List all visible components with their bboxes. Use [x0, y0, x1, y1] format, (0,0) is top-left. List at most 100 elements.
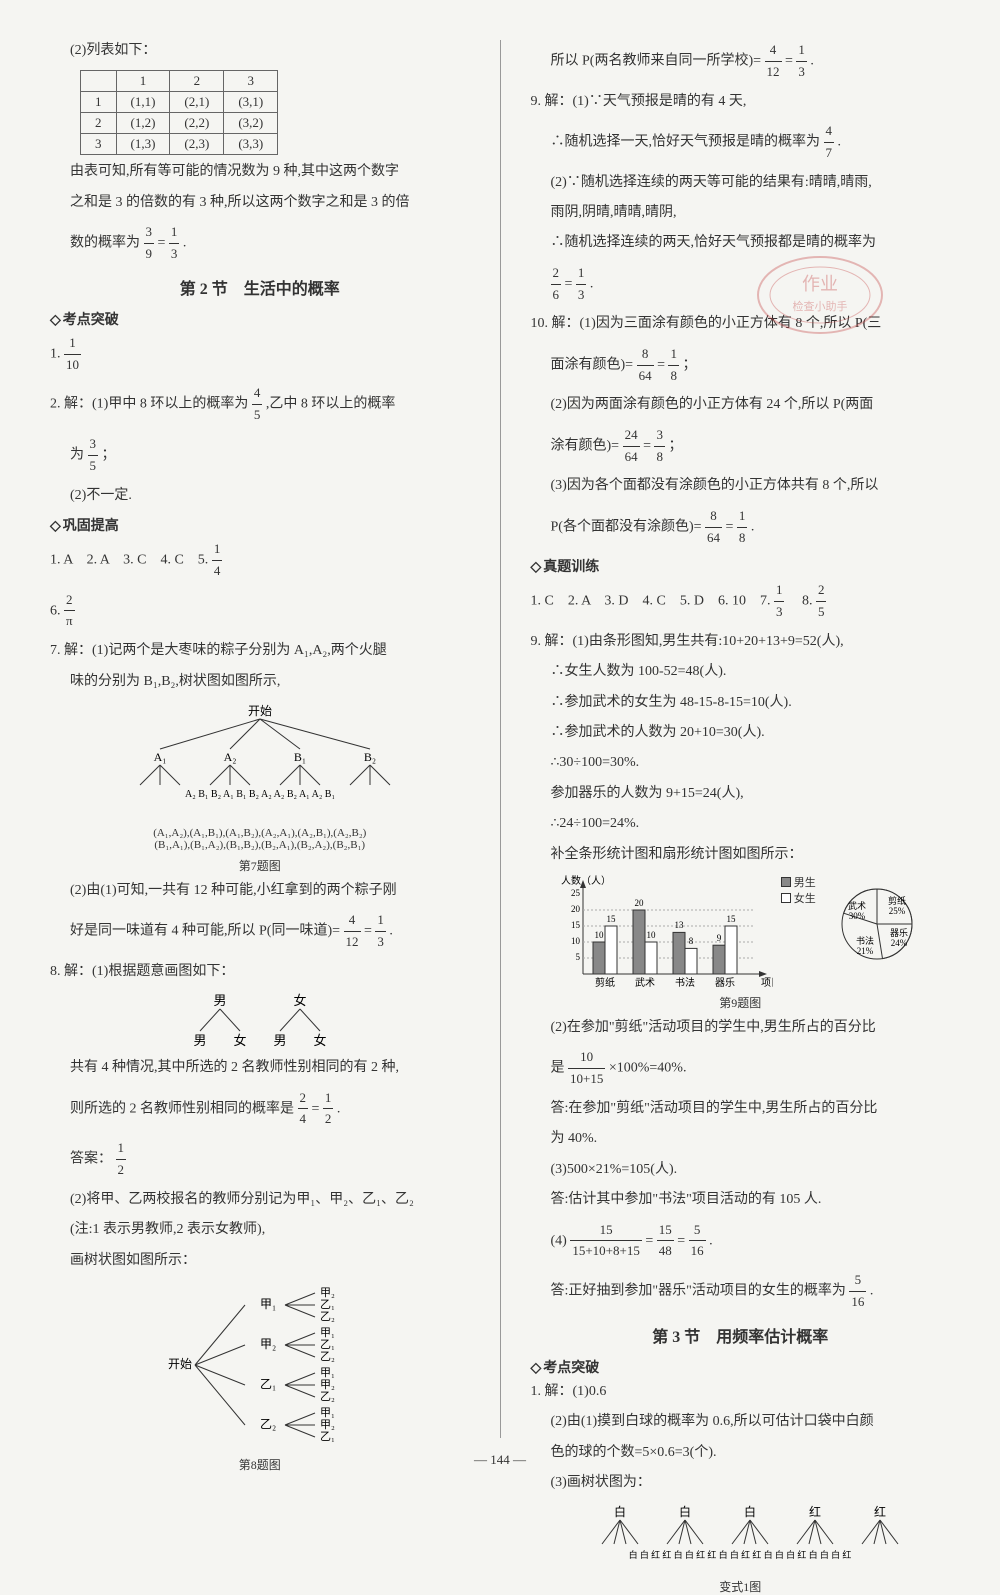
text: = [657, 357, 668, 372]
right-column: 所以 P(两名教师来自同一所学校)= 412 = 13 . 9. 解：(1)∵天… [531, 40, 951, 1438]
svg-text:9: 9 [717, 933, 722, 943]
subsection-kdtp2: 考点突破 [531, 1357, 951, 1377]
subsection-ztxl: 真题训练 [531, 556, 951, 576]
text: (3)因为各个面都没有涂颜色的小正方体共有 8 个,所以 [531, 475, 951, 497]
text: 男生 [794, 874, 816, 890]
text: 好是同一味道有 4 种可能,所以 P(同一味道)= [70, 924, 340, 939]
text: 补全条形统计图和扇形统计图如图所示： [531, 844, 951, 866]
text: (3)500×21%=105(人). [531, 1159, 951, 1181]
text: . [709, 1233, 713, 1248]
svg-text:5: 5 [576, 952, 581, 962]
svg-text:男: 男 [193, 1033, 206, 1048]
text: (2)因为两面涂有颜色的小正方体有 24 个,所以 P(两面 [531, 394, 951, 416]
page-number: — 144 — [474, 1452, 526, 1468]
text: (4) [551, 1233, 567, 1248]
text: 答:正好抽到参加"器乐"活动项目的女生的概率为 516 . [531, 1270, 951, 1313]
text: = [158, 236, 169, 251]
svg-text:武术: 武术 [848, 900, 866, 911]
fraction: 13 [796, 40, 807, 83]
svg-text:24%: 24% [891, 938, 908, 948]
text: 为 [70, 447, 84, 462]
text: = [677, 1233, 688, 1248]
tree-diagram-8a: 男 女 男 女 男 女 [160, 991, 360, 1051]
text: ∴随机选择一天,恰好天气预报是晴的概率为 47 . [531, 121, 951, 164]
svg-text:20: 20 [635, 898, 645, 908]
fraction: 18 [668, 344, 679, 387]
fraction: 24 [298, 1088, 309, 1131]
text: 答:在参加"剪纸"活动项目的学生中,男生所占的百分比 [531, 1098, 951, 1120]
svg-text:项目: 项目 [761, 977, 773, 989]
cell: (1,1) [116, 92, 170, 113]
fraction: 13 [576, 263, 587, 306]
svg-text:20: 20 [571, 904, 581, 914]
svg-text:红: 红 [874, 1504, 886, 1519]
text: 是 [551, 1061, 565, 1076]
fraction: 516 [689, 1220, 706, 1263]
svg-text:器乐: 器乐 [890, 927, 908, 938]
fraction: 25 [816, 580, 827, 623]
text: 2. 解：(1)甲中 8 环以上的概率为 [50, 397, 248, 412]
svg-text:甲₂: 甲₂ [320, 1419, 335, 1431]
svg-text:10: 10 [595, 930, 605, 940]
cell: (1,2) [116, 113, 170, 134]
text: P(各个面都没有涂颜色)= 864 = 18 . [531, 506, 951, 549]
svg-text:白: 白 [744, 1504, 756, 1519]
cell: (1,3) [116, 134, 170, 155]
text: 涂有颜色)= [551, 438, 620, 453]
svg-text:A₂: A₂ [223, 750, 236, 764]
fraction: 47 [824, 121, 835, 164]
text: 9. 解：(1)∵天气预报是晴的有 4 天, [531, 91, 951, 113]
section-3-title: 第 3 节 用频率估计概率 [531, 1323, 951, 1347]
fraction: 13 [774, 580, 785, 623]
fraction: 45 [252, 383, 263, 426]
text: 是 1010+15 ×100%=40%. [531, 1047, 951, 1090]
section-2-title: 第 2 节 生活中的概率 [50, 275, 470, 299]
cell: (3,3) [224, 134, 278, 155]
fraction: 2464 [623, 425, 640, 468]
fraction: 12 [323, 1088, 334, 1131]
text: (2)∵随机选择连续的两天等可能的结果有:晴晴,晴雨, [531, 172, 951, 194]
column-divider [500, 40, 501, 1438]
text: 2. 解：(1)甲中 8 环以上的概率为 45 ,乙中 8 环以上的概率 [50, 383, 470, 426]
fraction: 110 [64, 333, 81, 376]
text: 6. 2π [50, 590, 470, 633]
text: ∴30÷100=30%. [531, 752, 951, 774]
text: . [838, 135, 842, 150]
text: = [726, 519, 737, 534]
text: 数的概率为 [70, 236, 140, 251]
text: 答:估计其中参加"书法"项目活动的有 105 人. [531, 1189, 951, 1211]
charts-container: 人数（人） 5 10 15 20 25 [531, 874, 951, 994]
fraction: 412 [344, 910, 361, 953]
svg-text:女: 女 [233, 1033, 246, 1048]
text: = [785, 54, 796, 69]
text: 8. 解：(1)根据题意画图如下： [50, 961, 470, 983]
svg-text:白: 白 [614, 1504, 626, 1519]
fraction: 1515+10+8+15 [570, 1220, 642, 1263]
svg-text:甲₂: 甲₂ [260, 1337, 276, 1351]
text: 1. [50, 346, 64, 361]
text: 答案： 12 [50, 1138, 470, 1181]
svg-text:武术: 武术 [635, 976, 655, 989]
svg-text:男: 男 [213, 993, 226, 1008]
fraction: 13 [169, 222, 180, 265]
svg-text:女: 女 [313, 1033, 326, 1048]
caption: 第7题图 [50, 857, 470, 874]
svg-text:15: 15 [607, 914, 617, 924]
text: (A₁,A₂),(A₁,B₁),(A₁,B₂),(A₂,A₁),(A₂,B₁),… [153, 827, 366, 839]
text: 1. C 2. A 3. D 4. C 5. D 6. 10 7. [531, 594, 774, 609]
text: 为 40%. [531, 1128, 951, 1150]
text: 答案： [70, 1152, 112, 1167]
cell [81, 71, 117, 92]
svg-text:13: 13 [675, 920, 685, 930]
svg-text:剪纸: 剪纸 [595, 976, 615, 989]
cell: (2,3) [170, 134, 224, 155]
fraction: 13 [375, 910, 386, 953]
left-column: (2)列表如下： 1 2 3 1 (1,1) (2,1) (3,1) 2 (1,… [50, 40, 470, 1438]
svg-text:25%: 25% [889, 906, 906, 916]
text: 数的概率为 39 = 13 . [50, 222, 470, 265]
text: (注:1 表示男教师,2 表示女教师), [50, 1219, 470, 1241]
text: P(各个面都没有涂颜色)= [551, 519, 702, 534]
text: 色的球的个数=5×0.6=3(个). [531, 1442, 951, 1464]
svg-text:白 白 红 红 白 白 红 红 白 白 红 红 白 白 白: 白 白 红 红 白 白 红 红 白 白 红 红 白 白 白 红 白 白 白 红 [629, 1549, 852, 1560]
svg-text:甲₁: 甲₁ [320, 1407, 335, 1419]
